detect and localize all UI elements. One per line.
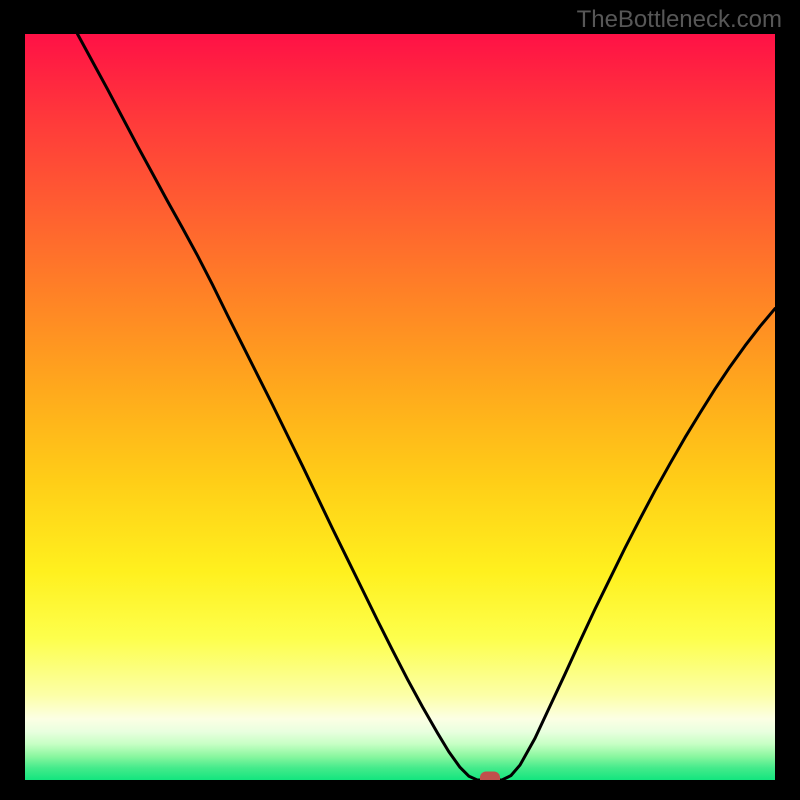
chart-root: TheBottleneck.com [0,0,800,800]
optimum-marker [480,772,500,780]
plot-area [25,34,775,780]
watermark-text: TheBottleneck.com [577,6,782,34]
plot-svg [25,34,775,780]
